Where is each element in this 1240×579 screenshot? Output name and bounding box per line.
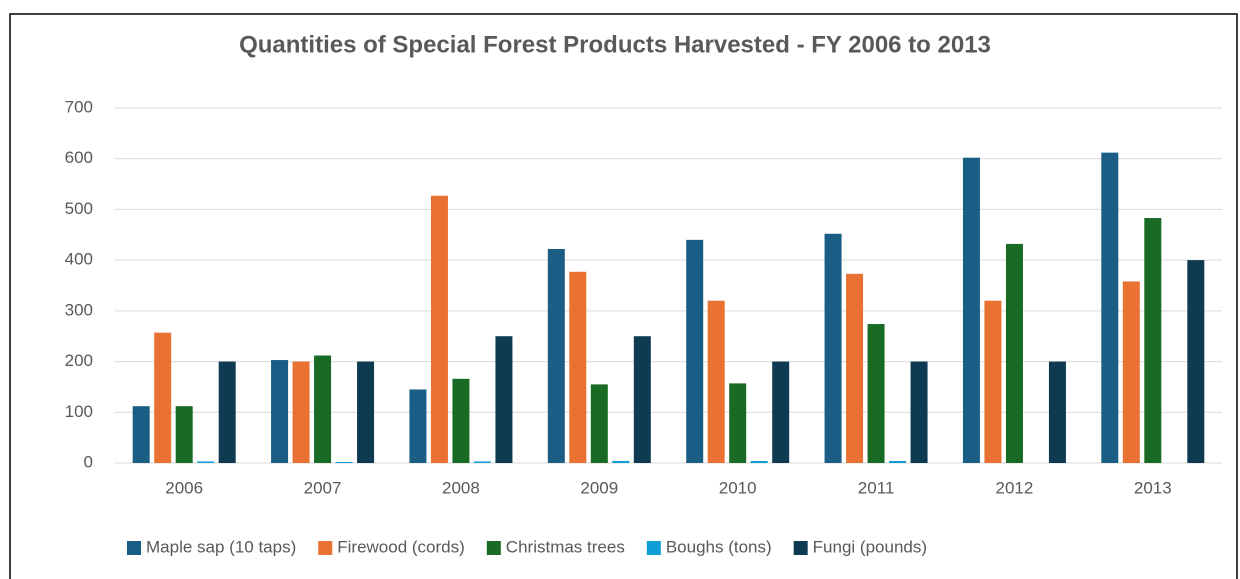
legend-label: Boughs (tons) <box>666 537 772 556</box>
y-tick-label: 500 <box>65 199 93 218</box>
bar <box>547 248 565 463</box>
bar <box>335 461 353 463</box>
bar <box>154 332 172 463</box>
bar <box>569 271 587 463</box>
bar <box>452 378 470 463</box>
x-tick-label: 2011 <box>858 478 895 497</box>
legend-swatch <box>318 541 333 555</box>
chart-title: Quantities of Special Forest Products Ha… <box>239 31 991 58</box>
bar <box>197 461 215 463</box>
bar <box>430 195 448 463</box>
bar <box>1144 218 1162 463</box>
y-tick-label: 100 <box>65 402 93 421</box>
bar <box>314 355 332 463</box>
bar <box>750 460 768 463</box>
bar <box>218 361 236 463</box>
bar <box>633 336 651 463</box>
legend-label: Christmas trees <box>506 537 625 556</box>
y-tick-label: 0 <box>84 452 93 471</box>
bar <box>686 239 704 463</box>
bar <box>612 460 630 463</box>
bar <box>132 406 150 463</box>
bar <box>984 300 1002 463</box>
y-tick-label: 300 <box>65 300 93 319</box>
bar <box>867 324 885 463</box>
bar <box>889 460 907 463</box>
y-tick-label: 400 <box>65 250 93 269</box>
bar <box>1101 152 1119 463</box>
bar <box>271 360 289 463</box>
x-tick-label: 2007 <box>304 478 342 497</box>
legend-label: Fungi (pounds) <box>813 537 927 556</box>
legend-label: Maple sap (10 taps) <box>146 537 296 556</box>
bar <box>1048 361 1066 463</box>
bar <box>910 361 928 463</box>
bar <box>409 389 427 463</box>
y-tick-label: 200 <box>65 351 93 370</box>
bar <box>824 233 842 463</box>
bar <box>473 461 491 463</box>
y-tick-label: 700 <box>65 97 93 116</box>
legend-swatch <box>793 541 808 555</box>
bar <box>175 406 193 463</box>
legend-swatch <box>486 541 501 555</box>
bar <box>357 361 375 463</box>
x-tick-label: 2010 <box>719 478 757 497</box>
y-tick-label: 600 <box>65 148 93 167</box>
bar <box>772 361 790 463</box>
legend-swatch <box>127 541 141 555</box>
x-tick-label: 2008 <box>442 478 480 497</box>
legend-swatch <box>646 541 661 555</box>
bar <box>1187 260 1205 463</box>
bar <box>1005 243 1023 463</box>
x-tick-label: 2006 <box>165 478 203 497</box>
bar <box>846 273 864 463</box>
legend-label: Firewood (cords) <box>337 537 465 556</box>
bar <box>707 300 725 463</box>
x-tick-label: 2012 <box>996 478 1034 497</box>
bar <box>495 336 513 463</box>
bar <box>729 383 747 463</box>
bar <box>962 157 980 463</box>
bar <box>292 361 310 463</box>
bar <box>1122 281 1140 463</box>
bar <box>590 384 608 463</box>
x-tick-label: 2013 <box>1134 478 1172 497</box>
x-tick-label: 2009 <box>580 478 618 497</box>
